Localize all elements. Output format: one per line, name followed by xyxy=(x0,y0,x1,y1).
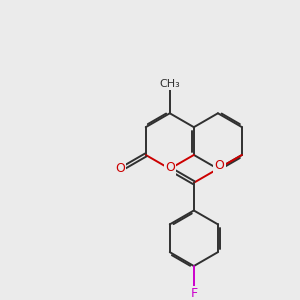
Text: CH₃: CH₃ xyxy=(159,79,180,89)
Text: O: O xyxy=(165,162,175,175)
Text: F: F xyxy=(190,287,197,300)
Text: O: O xyxy=(214,159,224,172)
Text: O: O xyxy=(165,161,175,174)
Text: O: O xyxy=(115,162,125,175)
